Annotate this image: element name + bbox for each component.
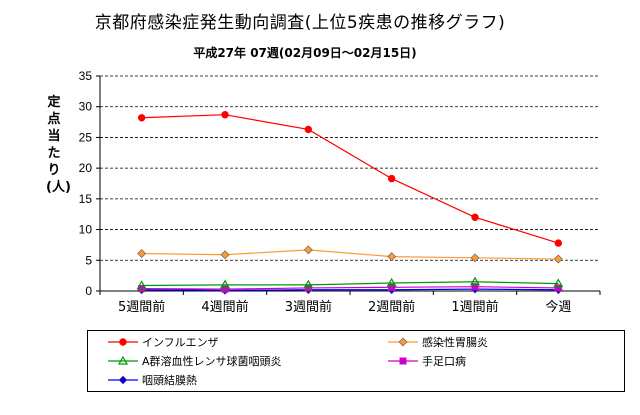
legend-swatch — [388, 357, 418, 364]
legend-swatch — [108, 337, 138, 346]
legend-marker — [119, 337, 127, 346]
legend-label: 咽頭結膜熱 — [142, 373, 197, 387]
plot-area: 0 5 10 15 20 25 30 35 5週間前 4週間前 3週間前 2週間前 1週間前 今週 — [79, 69, 601, 315]
y-tick-label: 30 — [79, 100, 93, 114]
data-point — [220, 250, 230, 260]
y-tick-label: 5 — [85, 253, 92, 267]
legend-label: インフルエンザ — [142, 335, 219, 349]
series-line — [141, 249, 559, 260]
series-line — [141, 114, 559, 244]
series-line — [141, 281, 559, 287]
data-point — [387, 252, 397, 262]
data-point — [469, 276, 481, 286]
legend-marker — [118, 375, 128, 384]
x-tick-label: 3週間前 — [285, 299, 332, 315]
series-line — [141, 286, 559, 290]
series-インフルエンザ — [137, 111, 563, 247]
x-tick-label: 1週間前 — [451, 299, 498, 315]
chart-title: 京都府感染症発生動向調査(上位5疾患の推移グラフ) — [94, 13, 506, 33]
series-A群溶血性レンサ球菌咽頭炎 — [136, 276, 564, 290]
data-point — [303, 279, 314, 289]
data-point — [136, 280, 147, 290]
data-point — [387, 174, 396, 183]
y-tick-label: 35 — [79, 69, 93, 83]
legend-item: 咽頭結膜熱 — [108, 372, 197, 387]
legend: インフルエンザ 感染性胃腸炎 A群溶血性レンサ球菌咽頭炎 手足口病咽頭結膜熱 — [87, 330, 625, 392]
legend-marker — [399, 357, 407, 364]
series-line — [141, 288, 559, 291]
legend-label: A群溶血性レンサ球菌咽頭炎 — [142, 354, 282, 368]
legend-marker — [117, 355, 129, 365]
legend-label: 手足口病 — [422, 354, 466, 368]
legend-marker — [398, 337, 408, 346]
legend-swatch — [108, 355, 138, 365]
data-point — [554, 284, 562, 292]
chart-subtitle: 平成27年 07週(02月09日〜02月15日) — [193, 46, 417, 60]
data-point — [137, 249, 147, 258]
legend-item: 感染性胃腸炎 — [388, 334, 488, 349]
legend-swatch — [108, 375, 138, 384]
legend-swatch — [388, 337, 418, 346]
data-point — [303, 245, 313, 255]
legend-item: A群溶血性レンサ球菌咽頭炎 — [108, 353, 282, 368]
data-point — [553, 254, 563, 264]
data-point — [219, 279, 231, 289]
legend-item: 手足口病 — [388, 353, 466, 368]
data-point — [471, 283, 479, 291]
x-tick-label: 5週間前 — [118, 299, 165, 315]
x-tick-label: 今週 — [545, 299, 571, 315]
data-point — [471, 213, 479, 221]
data-point — [386, 277, 397, 287]
y-tick-label: 0 — [85, 284, 92, 298]
legend-item: インフルエンザ — [108, 334, 219, 349]
data-point — [470, 253, 480, 263]
y-tick-label: 20 — [79, 161, 93, 175]
x-tick-label: 4週間前 — [201, 299, 248, 315]
data-point — [221, 111, 229, 119]
x-tick-label: 2週間前 — [368, 299, 415, 315]
data-point — [137, 114, 146, 122]
data-point — [553, 278, 564, 288]
data-point — [388, 283, 396, 291]
data-point — [554, 239, 563, 247]
data-point — [304, 125, 313, 134]
series-感染性胃腸炎 — [137, 245, 563, 264]
y-tick-label: 25 — [79, 130, 93, 144]
y-tick-label: 15 — [79, 192, 93, 206]
data-point — [221, 285, 229, 293]
y-tick-label: 10 — [79, 223, 93, 237]
legend-label: 感染性胃腸炎 — [422, 335, 488, 349]
